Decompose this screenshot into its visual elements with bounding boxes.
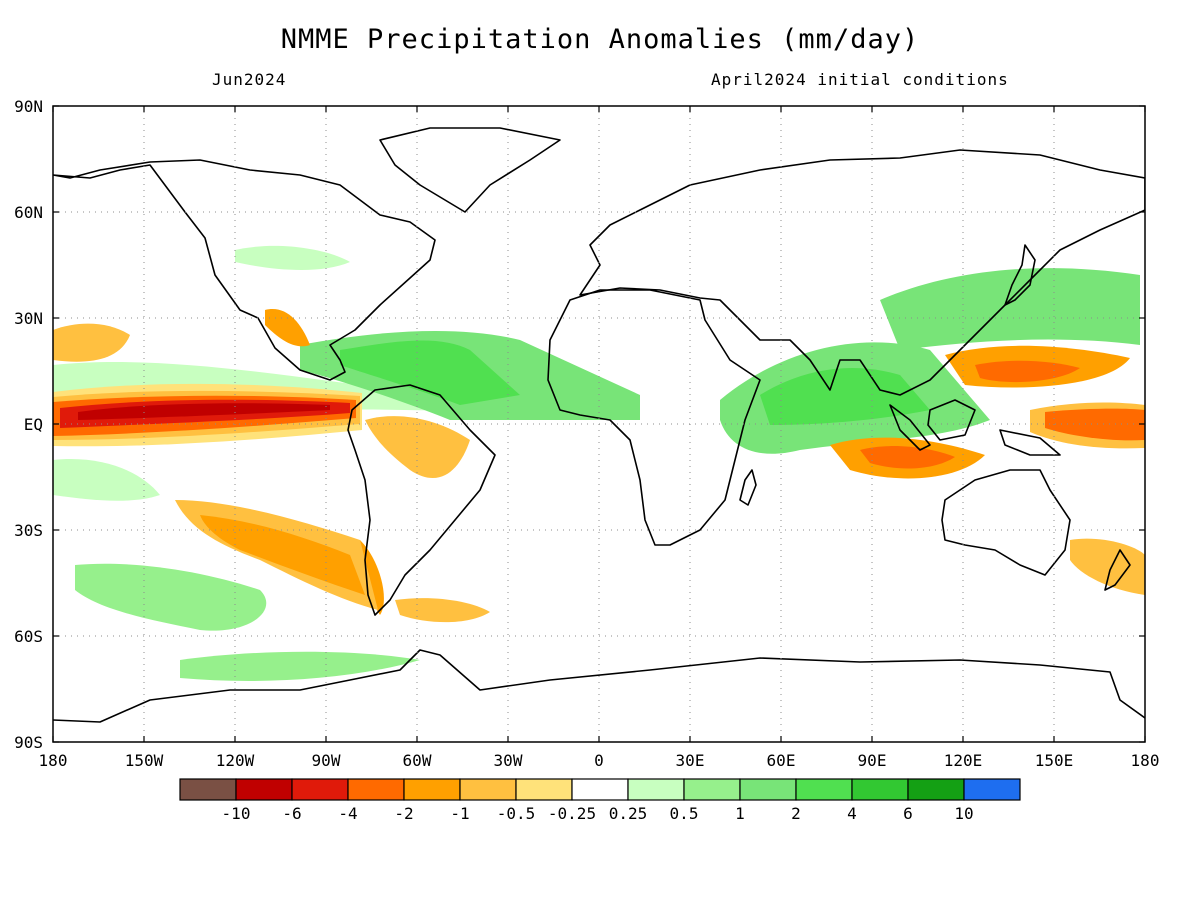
map-ticks (52, 105, 1146, 743)
coast-eurasia (579, 149, 1145, 396)
colorbar-swatch (235, 778, 293, 801)
colorbar-swatch (403, 778, 461, 801)
coast-sumatra (889, 404, 931, 451)
latitude-label: 60S (14, 627, 43, 646)
coast-japan (1004, 244, 1036, 306)
colorbar-label: 2 (791, 804, 801, 823)
longitude-label: 90E (858, 751, 887, 770)
latitude-labels: 90N 60N 30N EQ 30S 60S 90S (14, 97, 43, 752)
colorbar-label: 0.5 (670, 804, 699, 823)
coast-north-america (53, 159, 436, 381)
colorbar-swatch (347, 778, 405, 801)
colorbar-label: -10 (222, 804, 251, 823)
longitude-label: 90W (312, 751, 341, 770)
anomaly-dry-tasman (1070, 538, 1145, 595)
map-gridlines (53, 106, 1145, 742)
colorbar-labels: -10 -6 -4 -2 -1 -0.5 -0.25 0.25 0.5 1 2 4 6 10 (222, 804, 974, 823)
anomaly-wet-southpacific-2 (53, 459, 160, 501)
coast-new-guinea (999, 429, 1061, 456)
coastlines (53, 127, 1145, 723)
longitude-label: 150E (1035, 751, 1074, 770)
longitude-label: 120E (944, 751, 983, 770)
latitude-label: 60N (14, 203, 43, 222)
anomaly-shading (53, 245, 1145, 681)
longitude-label: 30W (494, 751, 523, 770)
anomaly-dry-darkred (78, 403, 330, 420)
colorbar (179, 778, 1021, 801)
map-title: NMME Precipitation Anomalies (mm/day) (280, 24, 920, 55)
colorbar-label: -1 (450, 804, 469, 823)
anomaly-wet-indian-inner (760, 367, 930, 425)
colorbar-label: 1 (735, 804, 745, 823)
anomaly-wet-nw-pacific-north (235, 245, 350, 270)
colorbar-label: -2 (394, 804, 413, 823)
anomaly-wet-nwpacific (880, 268, 1140, 350)
latitude-label: 30S (14, 521, 43, 540)
colorbar-label: 6 (903, 804, 913, 823)
colorbar-label: 0.25 (609, 804, 648, 823)
anomaly-dry-dateline-inner (1045, 408, 1145, 441)
coast-new-zealand (1104, 549, 1131, 591)
anomaly-dry-satlantic (395, 598, 490, 623)
coast-borneo (927, 399, 976, 441)
coast-antarctica (53, 649, 1145, 723)
longitude-label: 180 (39, 751, 68, 770)
longitude-label: 0 (594, 751, 604, 770)
anomaly-dry-amazon (365, 416, 470, 479)
colorbar-label: -0.25 (548, 804, 596, 823)
anomaly-dry-indonesia-inner (860, 446, 955, 469)
latitude-label: 30N (14, 309, 43, 328)
anomaly-dry-spcz-inner (200, 515, 365, 595)
colorbar-swatch (291, 778, 349, 801)
colorbar-label: 4 (847, 804, 857, 823)
anomaly-wet-atlantic-inner (340, 340, 520, 405)
colorbar-swatch (571, 778, 629, 801)
anomaly-wet-southpacific (75, 563, 267, 631)
colorbar-swatch (459, 778, 517, 801)
colorbar-swatch (795, 778, 853, 801)
coast-greenland (379, 127, 561, 213)
longitude-label: 60W (403, 751, 432, 770)
latitude-label: EQ (24, 415, 43, 434)
anomaly-dry-nepacific (53, 323, 130, 362)
longitude-label: 150W (125, 751, 164, 770)
initial-conditions-label: April2024 initial conditions (711, 70, 1009, 89)
colorbar-label: 10 (954, 804, 973, 823)
latitude-label: 90S (14, 733, 43, 752)
latitude-label: 90N (14, 97, 43, 116)
colorbar-swatch (627, 778, 685, 801)
longitude-label: 30E (676, 751, 705, 770)
colorbar-swatch (179, 778, 237, 801)
anomaly-wet-antarctic (180, 651, 420, 681)
longitude-label: 60E (767, 751, 796, 770)
coast-australia (941, 469, 1071, 576)
anomaly-dry-mexico (265, 309, 310, 347)
colorbar-swatch (515, 778, 573, 801)
colorbar-swatch (907, 778, 965, 801)
colorbar-swatch (851, 778, 909, 801)
longitude-label: 180 (1131, 751, 1160, 770)
anomaly-dry-patagonia (360, 540, 384, 615)
colorbar-label: -4 (338, 804, 357, 823)
colorbar-label: -6 (282, 804, 301, 823)
longitude-label: 120W (216, 751, 255, 770)
colorbar-swatch (963, 778, 1021, 801)
colorbar-swatch (739, 778, 797, 801)
coast-south-america (347, 384, 496, 616)
colorbar-swatch (683, 778, 741, 801)
coast-madagascar (739, 469, 757, 506)
coast-africa (547, 289, 761, 546)
longitude-labels: 180 150W 120W 90W 60W 30W 0 30E 60E 90E 120E 150E 18… (39, 751, 1160, 770)
colorbar-label: -0.5 (497, 804, 536, 823)
valid-month-label: Jun2024 (212, 70, 287, 89)
